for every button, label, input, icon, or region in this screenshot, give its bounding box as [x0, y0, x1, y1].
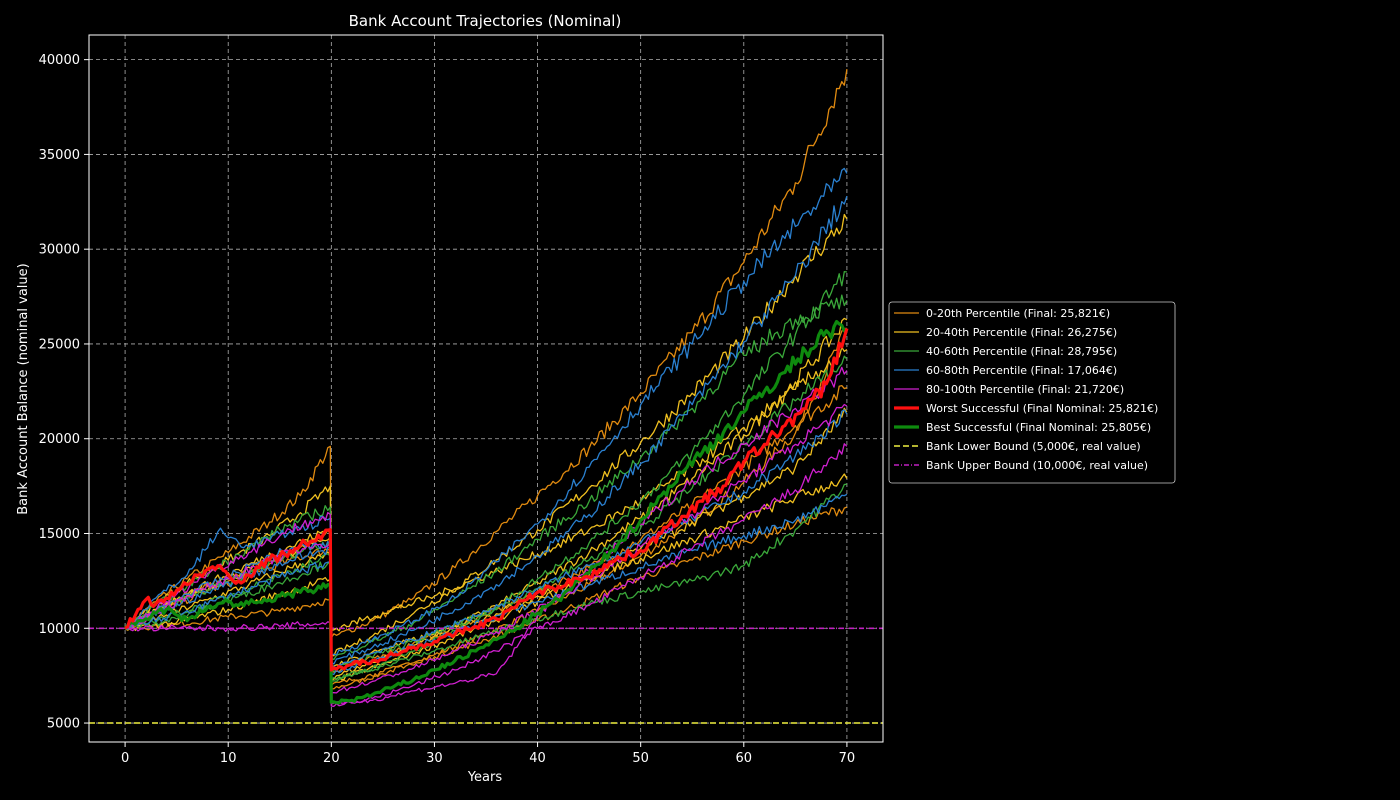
plot-frame — [88, 34, 884, 743]
chart-title: Bank Account Trajectories (Nominal) — [349, 12, 622, 30]
series-5-line-0 — [124, 327, 849, 672]
legend-label-6: Best Successful (Final Nominal: 25,805€) — [926, 421, 1151, 434]
series-6-line-0 — [123, 319, 848, 705]
series-2-line-3 — [124, 355, 848, 672]
legend-label-5: Worst Successful (Final Nominal: 25,821€… — [926, 402, 1158, 415]
y-tick-label-5: 30000 — [39, 243, 80, 258]
x-tick-label-0: 0 — [121, 751, 129, 766]
y-tick-label-1: 10000 — [39, 622, 80, 637]
x-tick-label-5: 50 — [632, 751, 649, 766]
x-tick-label-6: 60 — [736, 751, 753, 766]
x-tick-label-3: 30 — [426, 751, 443, 766]
legend-label-2: 40-60th Percentile (Final: 28,795€) — [926, 345, 1117, 358]
x-tick-label-7: 70 — [839, 751, 856, 766]
legend: 0-20th Percentile (Final: 25,821€) 20-40t… — [888, 301, 1176, 484]
legend-label-1: 20-40th Percentile (Final: 26,275€) — [926, 326, 1117, 339]
legend-label-7: Bank Lower Bound (5,000€, real value) — [926, 440, 1141, 453]
x-axis-label: Years — [467, 770, 503, 785]
legend-label-8: Bank Upper Bound (10,000€, real value) — [926, 459, 1148, 472]
series-2-line-1 — [124, 294, 848, 661]
legend-box — [888, 301, 1176, 484]
series-4-line-2 — [124, 443, 848, 707]
series-3-line-3 — [124, 409, 848, 670]
x-tick-label-2: 20 — [323, 751, 340, 766]
series-layer — [89, 68, 883, 724]
series-4-line-1 — [124, 366, 848, 705]
x-tick-label-1: 10 — [220, 751, 237, 766]
x-tick-label-4: 40 — [529, 751, 546, 766]
legend-label-3: 60-80th Percentile (Final: 17,064€) — [926, 364, 1117, 377]
legend-label-0: 0-20th Percentile (Final: 25,821€) — [926, 307, 1110, 320]
y-tick-label-2: 15000 — [39, 527, 80, 542]
series-0-line-3 — [124, 506, 848, 686]
y-tick-label-6: 35000 — [39, 148, 80, 163]
series-2-line-2 — [124, 483, 847, 681]
y-tick-label-7: 40000 — [39, 53, 80, 68]
y-tick-label-0: 5000 — [47, 717, 80, 732]
series-0-line-1 — [124, 68, 848, 639]
y-tick-label-4: 25000 — [39, 337, 80, 352]
y-axis-label: Bank Account Balance (nominal value) — [16, 263, 31, 514]
ticks: 0 10 20 30 40 50 60 70 5000 10000 15000 20000 25000 3… — [39, 53, 856, 766]
series-4-line-0 — [124, 403, 848, 694]
y-tick-label-3: 20000 — [39, 432, 80, 447]
legend-label-4: 80-100th Percentile (Final: 21,720€) — [926, 383, 1124, 396]
series-3-line-1 — [124, 167, 848, 656]
